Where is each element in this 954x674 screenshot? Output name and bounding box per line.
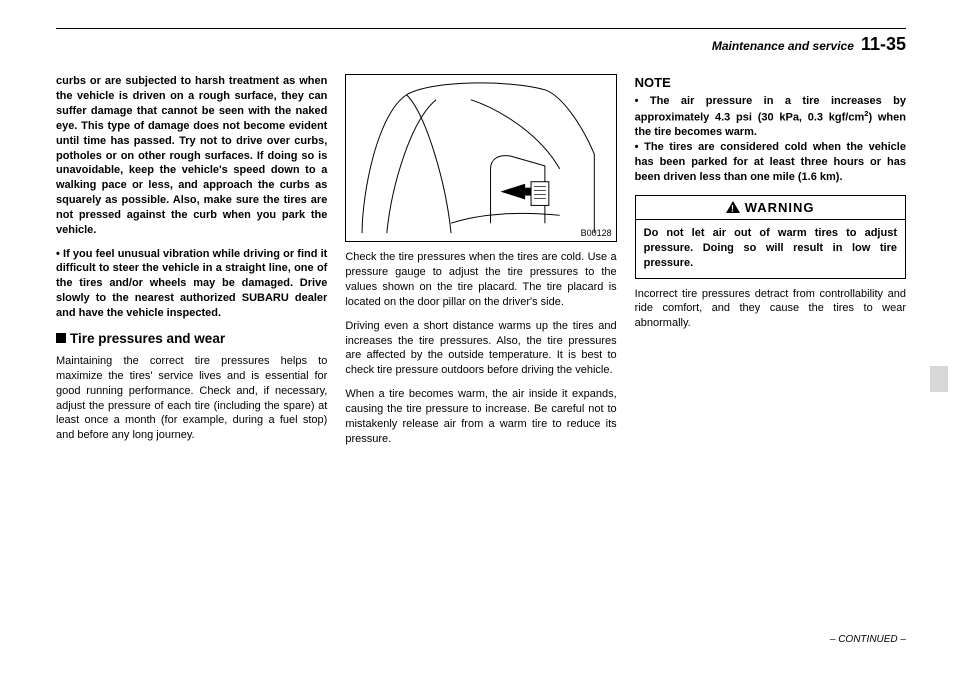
continued-footer: – CONTINUED – xyxy=(830,633,906,647)
section-heading-text: Tire pressures and wear xyxy=(70,331,225,346)
top-rule xyxy=(56,28,906,29)
seat-door-illustration xyxy=(346,75,615,241)
warning-box: ! WARNING Do not let air out of warm tir… xyxy=(635,195,906,279)
note-item-1: • The air pressure in a tire increases b… xyxy=(635,94,906,140)
warning-triangle-icon: ! xyxy=(726,201,740,213)
section-heading-tire-pressures: Tire pressures and wear xyxy=(56,330,327,348)
col1-para-2: • If you feel unusual vibration while dr… xyxy=(56,247,327,321)
warning-body: Do not let air out of warm tires to adju… xyxy=(636,220,905,278)
column-2: B00128 Check the tire pressures when the… xyxy=(345,74,616,455)
body-columns: curbs or are subjected to harsh treatmen… xyxy=(56,74,906,455)
square-bullet-icon xyxy=(56,333,66,343)
page-number: 11-35 xyxy=(861,34,906,54)
page: Maintenance and service 11-35 curbs or a… xyxy=(56,28,906,646)
note-heading: NOTE xyxy=(635,74,906,92)
col2-para-1: Check the tire pressures when the tires … xyxy=(345,250,616,309)
page-header: Maintenance and service 11-35 xyxy=(56,32,906,56)
svg-text:!: ! xyxy=(731,203,735,213)
note-item-2: • The tires are considered cold when the… xyxy=(635,140,906,185)
figure-code: B00128 xyxy=(581,227,612,239)
col1-para-1: curbs or are subjected to harsh treatmen… xyxy=(56,74,327,237)
column-1: curbs or are subjected to harsh treatmen… xyxy=(56,74,327,455)
warning-label: WARNING xyxy=(745,200,815,215)
side-thumb-tab xyxy=(930,366,948,392)
warning-heading: ! WARNING xyxy=(636,196,905,221)
col1-para-3: Maintaining the correct tire pressures h… xyxy=(56,354,327,443)
chapter-title: Maintenance and service xyxy=(712,39,854,53)
column-3: NOTE • The air pressure in a tire increa… xyxy=(635,74,906,455)
col2-para-3: When a tire becomes warm, the air inside… xyxy=(345,387,616,446)
col3-para-1: Incorrect tire pressures detract from co… xyxy=(635,287,906,332)
tire-placard-figure: B00128 xyxy=(345,74,616,242)
col2-para-2: Driving even a short distance warms up t… xyxy=(345,319,616,378)
